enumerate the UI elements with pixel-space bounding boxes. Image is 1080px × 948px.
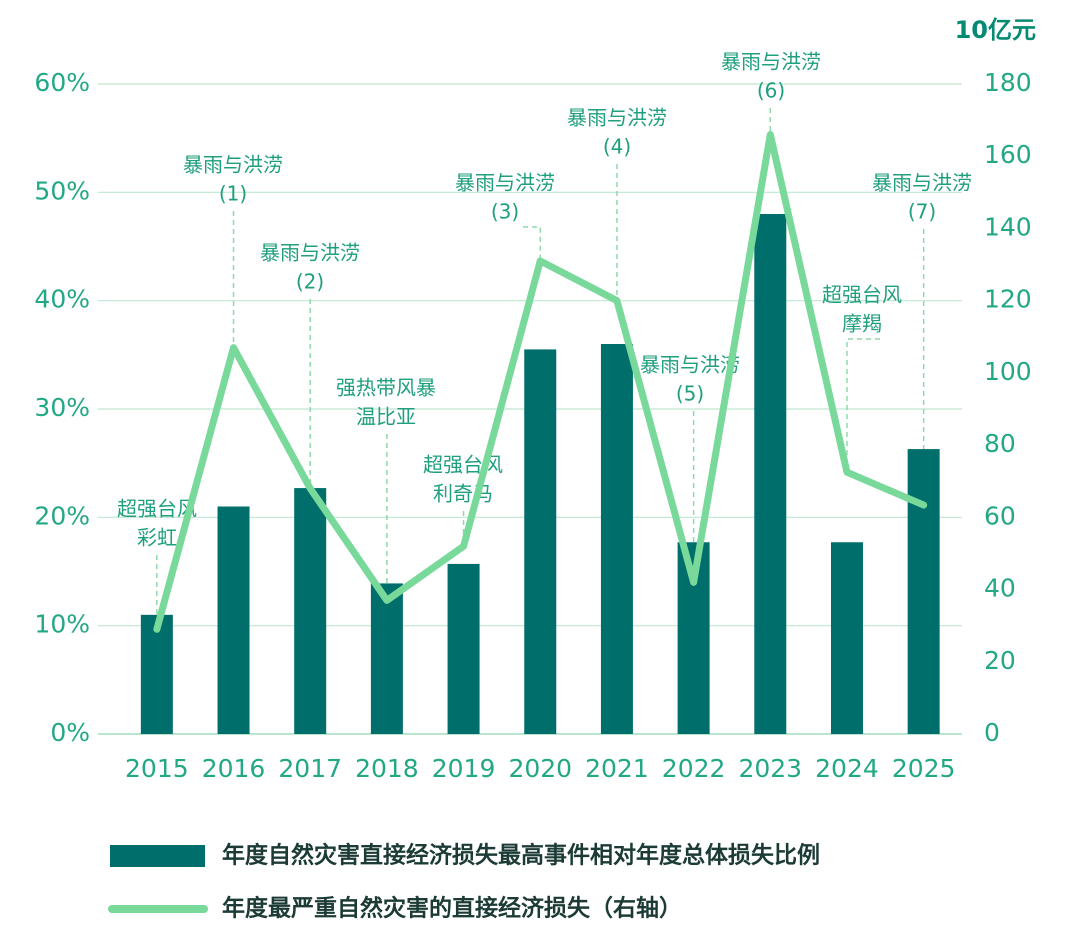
y2-tick-label: 40 <box>984 574 1016 603</box>
annotation: 强热带风暴 <box>336 376 436 400</box>
bar <box>370 583 403 734</box>
y2-tick-label: 160 <box>984 140 1032 169</box>
y-tick-label: 20% <box>34 501 90 530</box>
connector <box>846 338 880 473</box>
annotation: 暴雨与洪涝 <box>455 171 555 195</box>
bar <box>907 449 940 734</box>
y2-tick-label: 120 <box>984 285 1032 314</box>
y2-tick-label: 20 <box>984 646 1016 675</box>
y2-tick-label: 80 <box>984 429 1016 458</box>
annotation: 暴雨与洪涝 <box>260 241 360 265</box>
annotation: (4) <box>603 135 631 159</box>
bar <box>140 614 173 734</box>
annotation: 超强台风 <box>822 283 902 307</box>
y-tick-label: 60% <box>34 68 90 97</box>
bar <box>830 542 863 734</box>
annotation: (2) <box>296 270 324 294</box>
x-tick-label: 2020 <box>508 754 572 783</box>
y2-tick-label: 0 <box>984 718 1000 747</box>
y-tick-label: 40% <box>34 285 90 314</box>
x-tick-label: 2019 <box>432 754 496 783</box>
annotation: 利奇马 <box>433 482 493 506</box>
legend-swatch <box>110 845 205 867</box>
x-tick-label: 2024 <box>815 754 879 783</box>
legend-label: 年度自然灾害直接经济损失最高事件相对年度总体损失比例 <box>222 842 820 869</box>
x-tick-label: 2023 <box>738 754 802 783</box>
annotation: 彩虹 <box>137 526 177 550</box>
annotation: (5) <box>676 382 704 406</box>
annotation: 温比亚 <box>356 405 416 429</box>
x-tick-label: 2021 <box>585 754 649 783</box>
y-tick-label: 10% <box>34 610 90 639</box>
annotation: 超强台风 <box>117 497 197 521</box>
line <box>153 131 928 633</box>
bar <box>754 214 787 734</box>
y-tick-label: 30% <box>34 393 90 422</box>
bar <box>447 563 480 734</box>
annotation: 摩羯 <box>842 312 882 336</box>
y2-tick-label: 100 <box>984 357 1032 386</box>
y2-tick-label: 60 <box>984 501 1016 530</box>
annotation: 暴雨与洪涝 <box>640 353 740 377</box>
annotation: (7) <box>908 200 936 224</box>
bar <box>524 349 557 734</box>
y2-tick-label: 180 <box>984 68 1032 97</box>
y-tick-label: 0% <box>50 718 90 747</box>
annotation: 暴雨与洪涝 <box>872 171 972 195</box>
annotation: (6) <box>757 79 785 103</box>
y2-tick-label: 140 <box>984 212 1032 241</box>
annotation: (1) <box>219 182 247 206</box>
annotation: 暴雨与洪涝 <box>721 50 821 74</box>
y-tick-label: 50% <box>34 176 90 205</box>
x-tick-label: 2015 <box>125 754 189 783</box>
bar <box>600 344 633 734</box>
x-tick-label: 2022 <box>662 754 726 783</box>
connector <box>523 226 541 261</box>
bar <box>217 506 250 734</box>
bar <box>294 488 327 734</box>
x-tick-label: 2016 <box>202 754 266 783</box>
annotation: 暴雨与洪涝 <box>183 153 283 177</box>
annotation: (3) <box>491 200 519 224</box>
x-tick-label: 2017 <box>278 754 342 783</box>
x-tick-label: 2018 <box>355 754 419 783</box>
x-tick-label: 2025 <box>892 754 956 783</box>
legend-label: 年度最严重自然灾害的直接经济损失（右轴） <box>222 895 682 922</box>
y2-unit: 10亿元 <box>955 16 1036 44</box>
annotation: 暴雨与洪涝 <box>567 106 667 130</box>
